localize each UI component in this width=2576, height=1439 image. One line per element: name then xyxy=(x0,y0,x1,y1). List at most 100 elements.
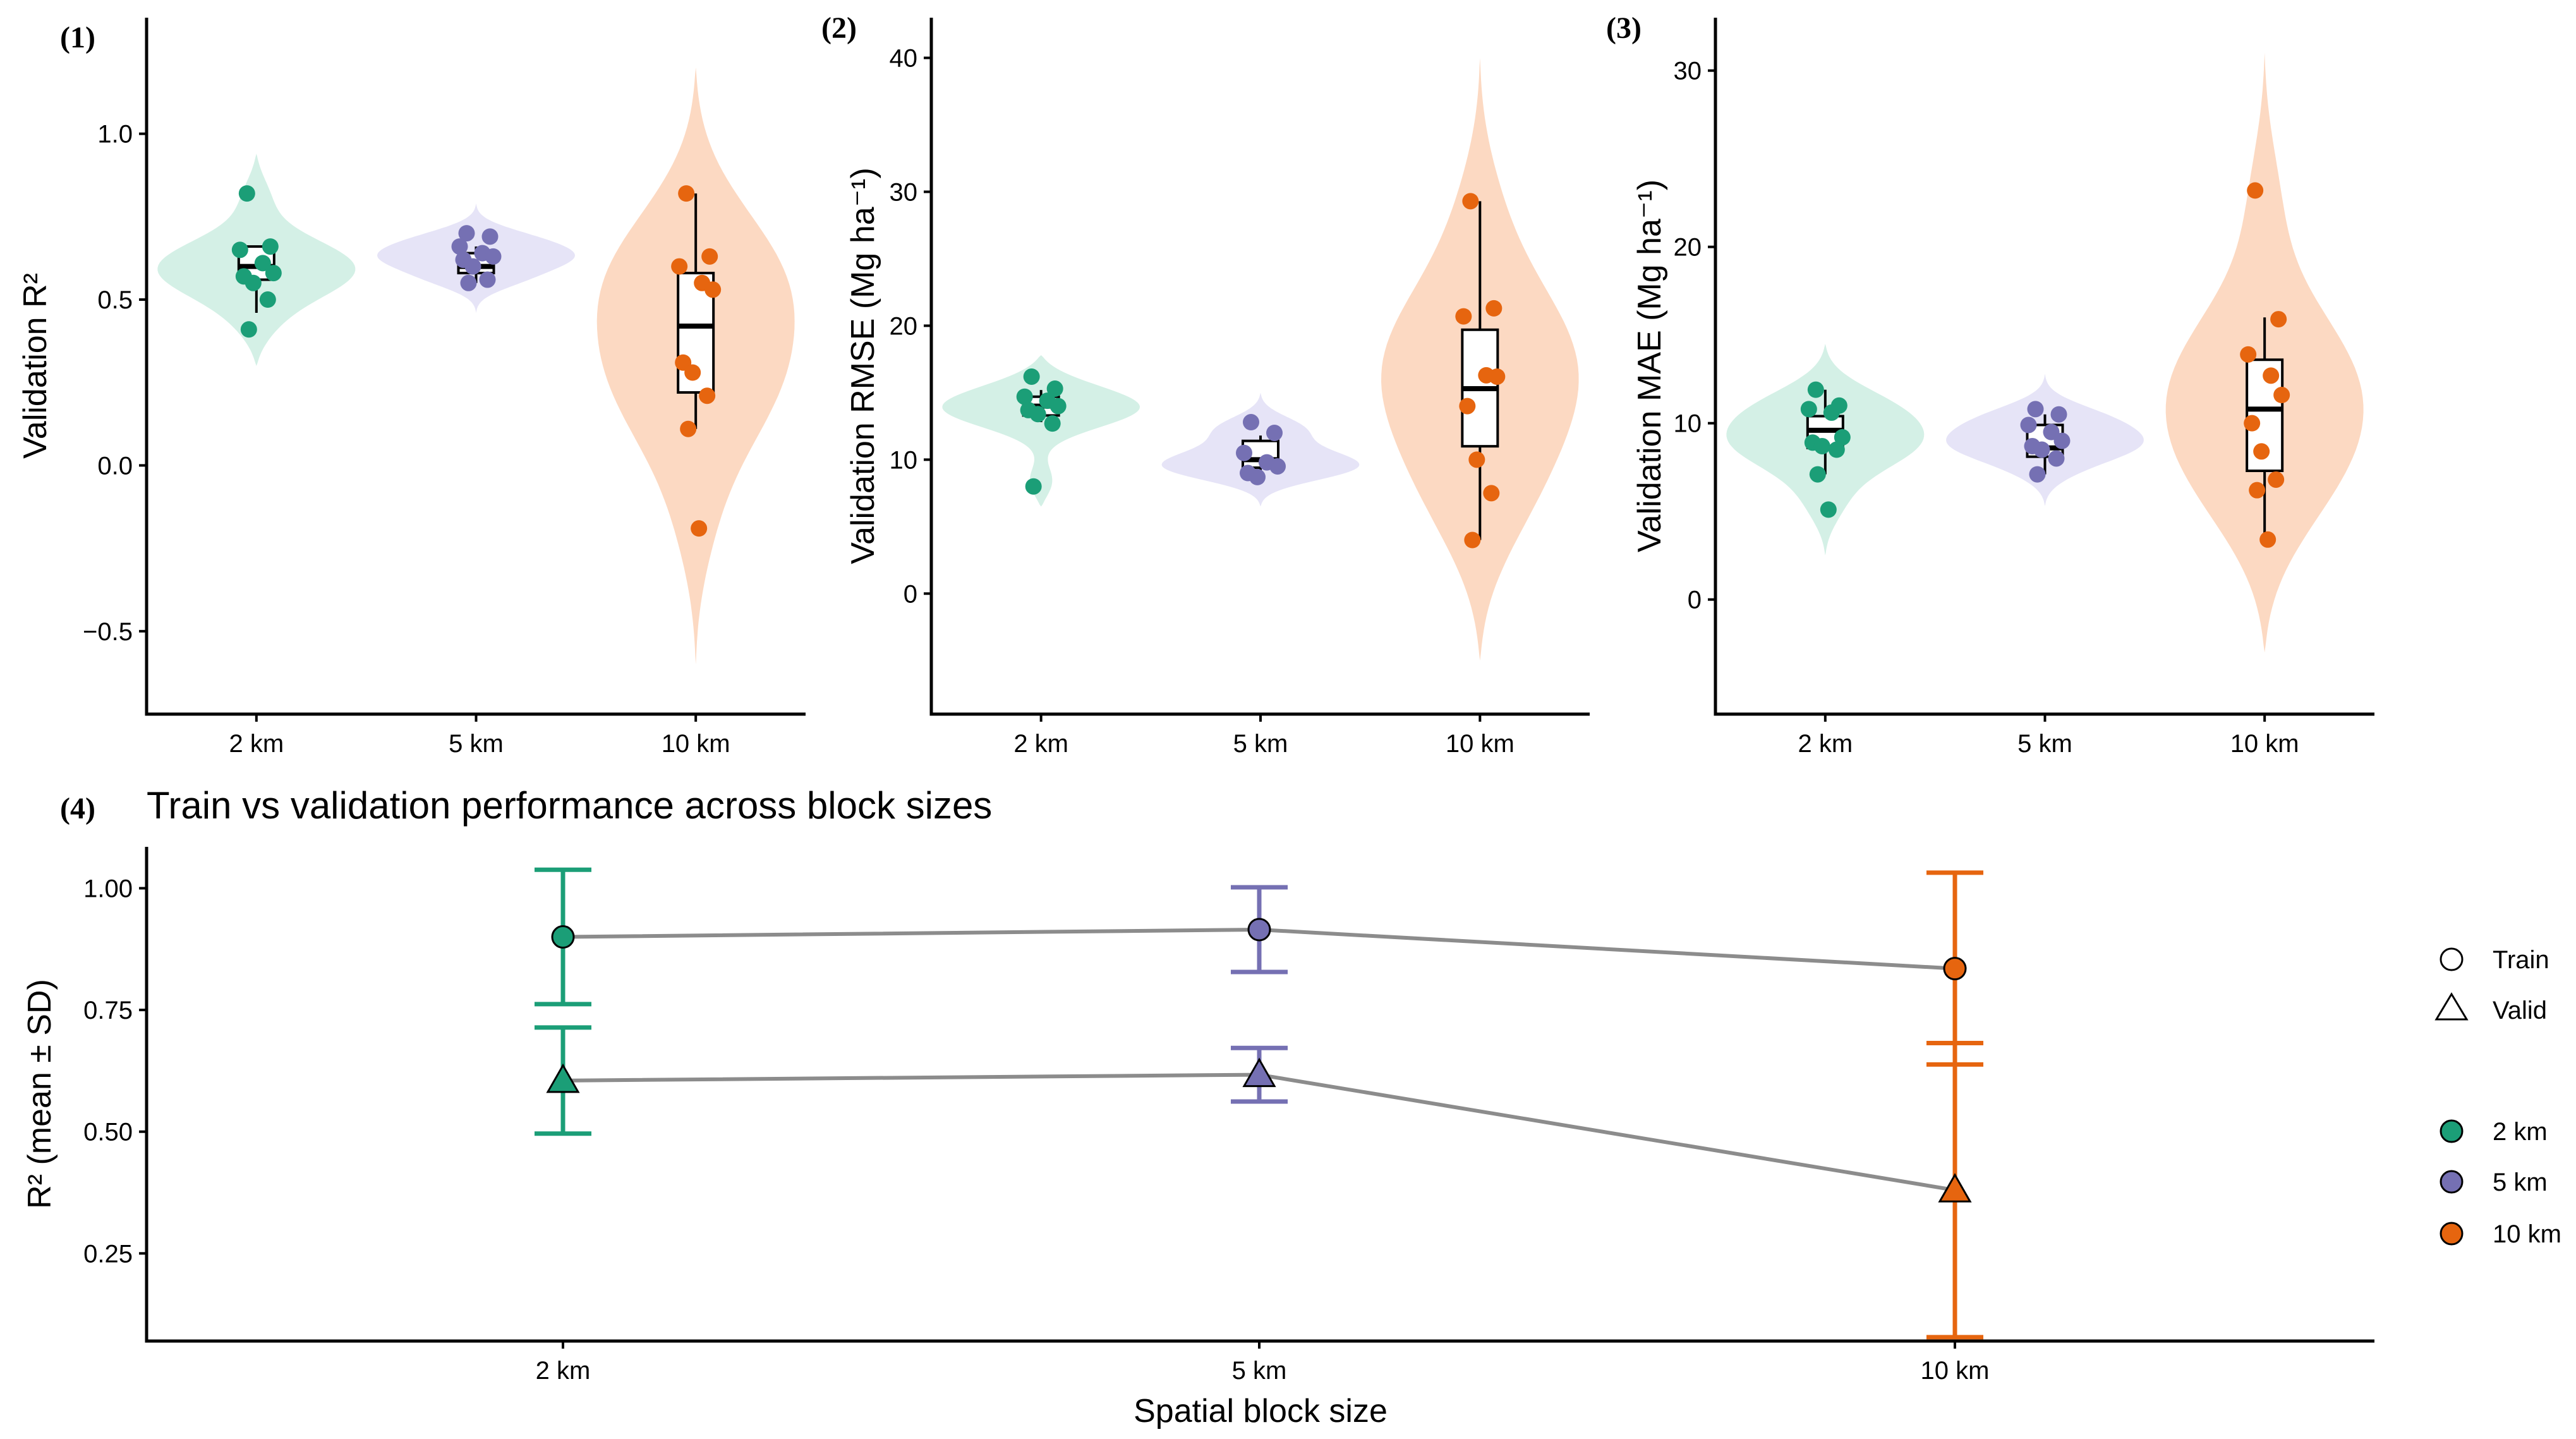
legend-label: Train xyxy=(2493,946,2549,974)
data-point xyxy=(678,185,695,202)
valid-point xyxy=(546,1063,580,1093)
data-point xyxy=(699,387,716,404)
data-point xyxy=(1243,414,1259,431)
y-tick-label: 0 xyxy=(904,580,917,608)
data-point xyxy=(2247,182,2264,199)
y-tick-label: 0.0 xyxy=(97,452,133,480)
data-point xyxy=(1828,441,1845,458)
y-tick-label: 0 xyxy=(1688,586,1702,614)
axis-lines xyxy=(145,18,806,716)
y-tick-label: 10 xyxy=(890,446,918,474)
x-tick-label: 2 km xyxy=(536,1357,591,1385)
panel-2: 0 10 20 30 40 2 km 5 km 10 km Validation RMSE (M… xyxy=(821,11,1590,758)
data-point xyxy=(254,255,271,272)
axis-lines xyxy=(929,18,1590,716)
train-point xyxy=(1247,918,1271,942)
data-point xyxy=(1489,368,1506,385)
data-point xyxy=(262,238,279,255)
train-point xyxy=(1943,957,1967,981)
y-tick-label: 0.5 xyxy=(97,286,133,314)
data-point xyxy=(1025,478,1042,495)
data-point xyxy=(1044,415,1061,432)
legend-color-marker xyxy=(2440,1170,2464,1194)
y-tick-label: 30 xyxy=(1674,58,1702,85)
data-point xyxy=(2050,406,2067,423)
axis-lines xyxy=(1714,18,2374,716)
y-tick-label: 40 xyxy=(890,45,918,73)
data-point xyxy=(2027,401,2044,418)
data-point xyxy=(1823,404,1840,421)
data-point xyxy=(259,291,276,308)
legend-color-marker xyxy=(2440,1222,2464,1246)
data-point xyxy=(1029,406,1046,423)
data-point xyxy=(485,248,502,265)
y-tick-label: 1.00 xyxy=(83,875,133,902)
data-point xyxy=(1820,501,1837,518)
x-tick-label: 10 km xyxy=(662,730,730,758)
panel-tag: (1) xyxy=(60,21,95,54)
legend-label: 5 km xyxy=(2493,1169,2548,1196)
data-point xyxy=(479,271,496,288)
data-point xyxy=(245,274,262,291)
y-axis-title: Validation RMSE (Mg ha⁻¹) xyxy=(845,167,881,564)
data-point xyxy=(691,520,708,537)
x-tick-label: 5 km xyxy=(1233,730,1288,758)
data-point xyxy=(1046,380,1063,398)
data-point xyxy=(2249,482,2266,499)
y-tick-label: 0.75 xyxy=(83,997,133,1024)
data-point xyxy=(464,258,481,275)
data-point xyxy=(2240,346,2257,363)
data-point xyxy=(2053,432,2071,449)
data-point xyxy=(1468,451,1485,468)
data-point xyxy=(680,420,697,437)
data-point xyxy=(1483,485,1500,502)
data-point xyxy=(1834,428,1851,446)
data-point xyxy=(265,265,282,282)
data-point xyxy=(1023,368,1040,385)
data-point xyxy=(2244,415,2261,432)
y-tick-label: 0.50 xyxy=(83,1119,133,1146)
data-point xyxy=(2020,416,2037,434)
data-point xyxy=(671,258,688,275)
y-tick-label: 0.25 xyxy=(83,1240,133,1268)
data-point xyxy=(2268,471,2285,488)
train-point xyxy=(551,925,575,949)
x-tick-label: 10 km xyxy=(1446,730,1515,758)
x-tick-label: 5 km xyxy=(1232,1357,1287,1385)
data-point xyxy=(481,228,499,245)
violin-2km xyxy=(942,355,1140,507)
x-tick-label: 10 km xyxy=(1921,1357,1990,1385)
data-point xyxy=(1800,401,1817,418)
data-point xyxy=(1464,531,1481,549)
x-tick-label: 10 km xyxy=(2230,730,2299,758)
legend-valid-marker xyxy=(2434,992,2469,1021)
data-point xyxy=(2253,443,2270,460)
data-point xyxy=(1249,468,1266,485)
data-point xyxy=(2263,367,2280,384)
data-point xyxy=(704,281,722,298)
data-point xyxy=(2273,387,2290,404)
y-tick-label: 20 xyxy=(890,312,918,340)
x-tick-label: 5 km xyxy=(2017,730,2072,758)
legend-label: 10 km xyxy=(2493,1220,2561,1248)
y-axis-title: Validation MAE (Mg ha⁻¹) xyxy=(1631,179,1668,552)
data-point xyxy=(2029,466,2046,483)
y-tick-label: 20 xyxy=(1674,234,1702,262)
chart-title: Train vs validation performance across b… xyxy=(147,784,992,827)
data-point xyxy=(2259,531,2277,548)
data-point xyxy=(240,321,257,338)
data-point xyxy=(231,241,248,258)
data-point xyxy=(2270,311,2287,328)
valid-point xyxy=(1242,1057,1276,1088)
legend-color-marker xyxy=(2440,1119,2464,1143)
x-tick-label: 5 km xyxy=(449,730,504,758)
y-tick-label: 10 xyxy=(1674,410,1702,438)
data-point xyxy=(1049,398,1067,415)
legend: Train Valid 2 km 5 km 10 km xyxy=(2434,946,2561,1248)
data-point xyxy=(1459,398,1476,415)
y-tick-label: −0.5 xyxy=(83,618,133,646)
legend-label: Valid xyxy=(2493,997,2547,1024)
data-point xyxy=(238,185,255,202)
y-tick-label: 1.0 xyxy=(97,121,133,149)
